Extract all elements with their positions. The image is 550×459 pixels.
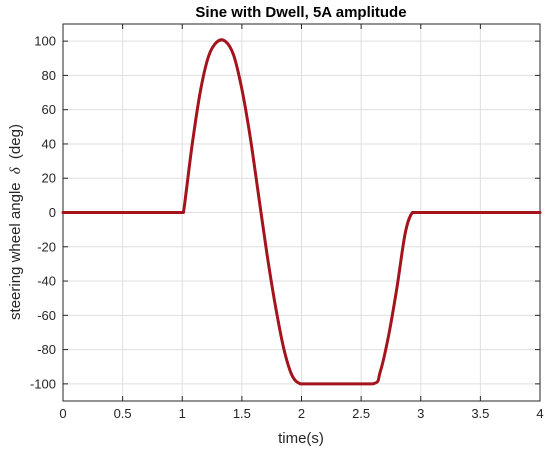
x-tick-label: 1	[179, 406, 186, 421]
x-tick-label: 3.5	[471, 406, 489, 421]
y-tick-label: 40	[42, 136, 56, 151]
y-tick-label: -60	[37, 308, 56, 323]
x-tick-label: 1.5	[233, 406, 251, 421]
grid-layer	[62, 24, 541, 401]
y-tick-label: -100	[30, 376, 56, 391]
y-axis-label: steering wheel angle δ (deg)	[7, 124, 24, 320]
y-axis-label-symbol: δ	[8, 166, 24, 174]
data-layer	[61, 38, 542, 386]
y-tick-label: -80	[37, 342, 56, 357]
x-tick-label: 3	[417, 406, 424, 421]
x-tick-label: 0.5	[114, 406, 132, 421]
y-axis-label-main: steering wheel angle	[7, 182, 24, 320]
y-tick-label: -40	[37, 274, 56, 289]
y-tick-label: -20	[37, 239, 56, 254]
chart-title: Sine with Dwell, 5A amplitude	[195, 4, 406, 21]
series-line	[61, 38, 542, 386]
y-tick-label: 60	[42, 102, 56, 117]
x-tick-label: 0	[59, 406, 66, 421]
x-axis-label: time(s)	[278, 430, 324, 447]
label-layer: 0 0.5 1 1.5 2 2.5 3 3.5 4 -100 -80 -60 -40 -20 0 20 40 60…	[30, 34, 544, 421]
x-tick-label: 4	[536, 406, 543, 421]
x-tick-label: 2	[298, 406, 305, 421]
y-tick-label: 100	[34, 34, 56, 49]
y-tick-label: 20	[42, 171, 56, 186]
x-tick-label: 2.5	[352, 406, 370, 421]
y-tick-label: 0	[49, 205, 56, 220]
y-axis-label-unit: (deg)	[7, 124, 24, 159]
y-tick-label: 80	[42, 68, 56, 83]
